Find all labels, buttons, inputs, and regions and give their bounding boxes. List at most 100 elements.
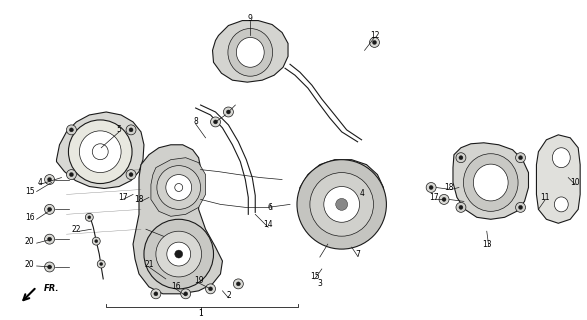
Text: 1: 1 <box>198 309 203 318</box>
Circle shape <box>227 110 231 114</box>
Text: 5: 5 <box>117 125 122 134</box>
Text: 4: 4 <box>37 178 42 187</box>
Ellipse shape <box>473 164 508 201</box>
Circle shape <box>48 207 52 211</box>
Circle shape <box>211 117 221 127</box>
Ellipse shape <box>554 197 568 212</box>
Polygon shape <box>453 143 528 219</box>
Text: 12: 12 <box>370 31 379 40</box>
Circle shape <box>85 213 93 221</box>
Polygon shape <box>537 135 580 223</box>
Circle shape <box>373 40 376 44</box>
Circle shape <box>214 120 218 124</box>
Ellipse shape <box>237 37 264 67</box>
Text: 20: 20 <box>25 237 35 246</box>
Circle shape <box>69 120 132 184</box>
Circle shape <box>48 178 52 181</box>
Circle shape <box>310 172 373 236</box>
Circle shape <box>97 260 105 268</box>
Polygon shape <box>133 145 222 294</box>
Circle shape <box>459 156 463 160</box>
Ellipse shape <box>228 28 272 76</box>
Circle shape <box>48 237 52 241</box>
Circle shape <box>66 125 76 135</box>
Circle shape <box>459 205 463 209</box>
Circle shape <box>456 203 466 212</box>
Circle shape <box>456 153 466 163</box>
Text: 22: 22 <box>72 225 81 234</box>
Circle shape <box>426 182 436 192</box>
Circle shape <box>69 128 73 132</box>
Text: 13: 13 <box>482 240 491 249</box>
Circle shape <box>151 289 161 299</box>
Text: 15: 15 <box>310 272 320 281</box>
Text: 3: 3 <box>318 279 322 288</box>
Text: 15: 15 <box>25 187 35 196</box>
Circle shape <box>166 175 191 200</box>
Circle shape <box>45 234 55 244</box>
Circle shape <box>184 292 188 296</box>
Circle shape <box>45 204 55 214</box>
Text: 18: 18 <box>444 183 454 192</box>
Text: 8: 8 <box>193 117 198 126</box>
Circle shape <box>92 144 108 160</box>
Polygon shape <box>56 112 144 188</box>
Text: 21: 21 <box>144 260 154 268</box>
Text: 6: 6 <box>268 203 272 212</box>
Circle shape <box>79 131 121 172</box>
Circle shape <box>100 262 103 266</box>
Circle shape <box>518 205 522 209</box>
Circle shape <box>324 187 360 222</box>
Ellipse shape <box>463 154 518 211</box>
Circle shape <box>92 237 100 245</box>
Circle shape <box>234 279 244 289</box>
Circle shape <box>157 166 201 209</box>
Circle shape <box>175 250 183 258</box>
Text: 2: 2 <box>226 291 231 300</box>
Circle shape <box>518 156 522 160</box>
Circle shape <box>66 170 76 180</box>
Text: 10: 10 <box>571 178 580 187</box>
Circle shape <box>205 284 215 294</box>
Text: 4: 4 <box>359 189 364 198</box>
Circle shape <box>48 265 52 269</box>
Circle shape <box>237 282 240 286</box>
Circle shape <box>45 175 55 185</box>
Circle shape <box>369 37 379 47</box>
Circle shape <box>336 198 348 210</box>
Circle shape <box>439 195 449 204</box>
Circle shape <box>167 242 191 266</box>
Text: 17: 17 <box>118 193 128 202</box>
Circle shape <box>154 292 158 296</box>
Circle shape <box>208 287 212 291</box>
Circle shape <box>181 289 191 299</box>
Text: 9: 9 <box>248 14 253 23</box>
Text: 16: 16 <box>25 213 35 222</box>
Circle shape <box>129 172 133 177</box>
Circle shape <box>429 186 433 189</box>
Circle shape <box>126 125 136 135</box>
Circle shape <box>175 184 183 191</box>
Text: 20: 20 <box>25 260 35 268</box>
Polygon shape <box>299 160 384 247</box>
Text: 17: 17 <box>429 193 439 202</box>
Text: FR.: FR. <box>43 284 59 293</box>
Circle shape <box>224 107 234 117</box>
Circle shape <box>88 216 91 219</box>
Circle shape <box>95 240 98 243</box>
Circle shape <box>515 203 525 212</box>
Circle shape <box>442 197 446 201</box>
Circle shape <box>156 231 201 277</box>
Polygon shape <box>212 20 288 82</box>
Circle shape <box>45 262 55 272</box>
Circle shape <box>515 153 525 163</box>
Text: 7: 7 <box>355 250 360 259</box>
Text: 14: 14 <box>264 220 273 229</box>
Text: 19: 19 <box>194 276 204 285</box>
Circle shape <box>129 128 133 132</box>
Polygon shape <box>151 158 205 216</box>
Circle shape <box>69 172 73 177</box>
Text: 11: 11 <box>541 193 550 202</box>
Circle shape <box>297 160 386 249</box>
Circle shape <box>144 219 214 289</box>
